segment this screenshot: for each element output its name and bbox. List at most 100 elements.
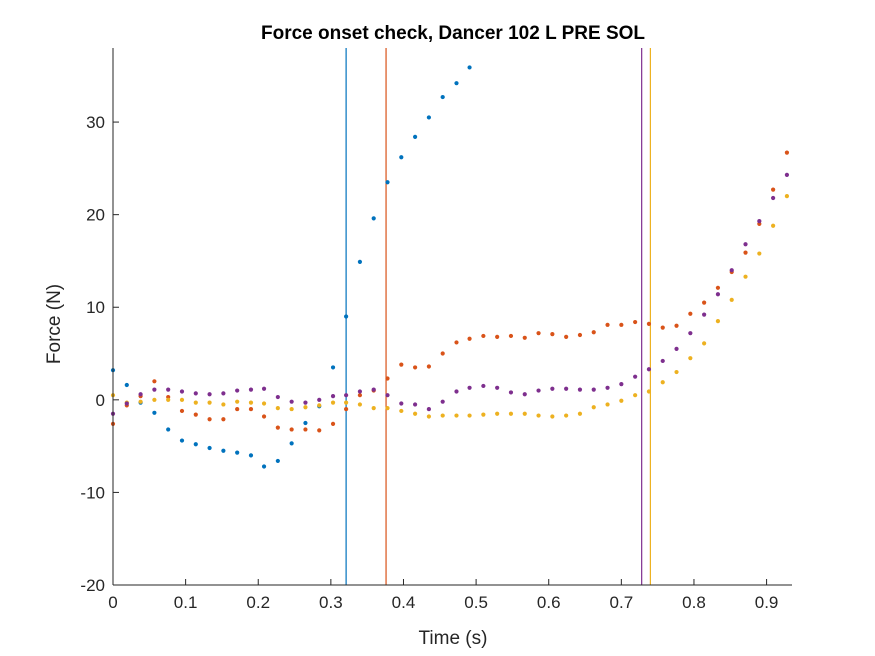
data-point bbox=[508, 333, 514, 339]
data-point bbox=[619, 398, 624, 403]
data-point bbox=[522, 411, 527, 416]
data-point bbox=[303, 400, 308, 405]
plot-area bbox=[110, 48, 790, 585]
data-point bbox=[248, 400, 254, 405]
series-markers bbox=[110, 194, 790, 419]
data-point bbox=[138, 392, 143, 397]
data-point bbox=[193, 412, 198, 417]
x-tick-label: 0.2 bbox=[246, 593, 270, 612]
data-point bbox=[674, 323, 679, 328]
data-point bbox=[179, 389, 185, 394]
data-point bbox=[743, 274, 748, 279]
data-point bbox=[261, 464, 267, 469]
x-tick-label: 0.3 bbox=[319, 593, 343, 612]
data-point bbox=[454, 81, 459, 86]
data-point bbox=[207, 417, 212, 422]
data-point bbox=[317, 397, 322, 402]
data-point bbox=[784, 194, 790, 199]
data-point bbox=[577, 387, 583, 392]
data-point bbox=[303, 427, 308, 432]
data-point bbox=[784, 172, 790, 177]
data-point bbox=[289, 406, 294, 412]
data-point bbox=[550, 414, 555, 419]
data-point bbox=[344, 393, 349, 398]
data-point bbox=[729, 297, 734, 302]
data-point bbox=[385, 406, 390, 411]
data-point bbox=[440, 399, 445, 404]
data-point bbox=[399, 401, 404, 406]
data-point bbox=[605, 322, 610, 327]
data-point bbox=[275, 406, 280, 411]
data-point bbox=[591, 330, 596, 335]
data-point bbox=[317, 428, 322, 433]
data-point bbox=[619, 381, 624, 387]
data-point bbox=[289, 427, 294, 432]
data-point bbox=[715, 319, 721, 324]
data-point bbox=[221, 448, 226, 453]
data-point bbox=[577, 411, 583, 416]
data-point bbox=[784, 150, 790, 155]
data-point bbox=[399, 362, 404, 367]
x-tick-label: 0.1 bbox=[174, 593, 198, 612]
data-point bbox=[757, 251, 762, 256]
data-point bbox=[152, 410, 157, 415]
data-point bbox=[577, 332, 583, 338]
data-point bbox=[413, 411, 418, 416]
data-point bbox=[413, 402, 418, 407]
data-point bbox=[660, 325, 665, 330]
series-markers bbox=[110, 150, 790, 433]
data-point bbox=[674, 369, 679, 375]
data-point bbox=[522, 335, 527, 340]
data-point bbox=[261, 414, 267, 419]
data-point bbox=[124, 382, 129, 388]
data-point bbox=[248, 387, 254, 392]
data-point bbox=[344, 314, 349, 319]
y-tick-label: 20 bbox=[86, 206, 105, 225]
data-point bbox=[261, 386, 267, 391]
data-point bbox=[235, 406, 240, 412]
data-point bbox=[344, 406, 349, 412]
data-point bbox=[385, 180, 390, 185]
y-tick-label: 10 bbox=[86, 298, 105, 317]
data-point bbox=[633, 319, 638, 325]
data-point bbox=[481, 383, 486, 389]
data-point bbox=[646, 389, 652, 394]
data-point bbox=[550, 386, 555, 391]
data-point bbox=[440, 413, 445, 418]
data-point bbox=[702, 341, 707, 346]
data-point bbox=[467, 413, 472, 418]
data-point bbox=[303, 405, 308, 410]
data-point bbox=[771, 195, 776, 201]
x-tick-label: 0.9 bbox=[755, 593, 779, 612]
data-point bbox=[399, 155, 404, 160]
data-point bbox=[605, 385, 610, 390]
data-point bbox=[771, 187, 776, 192]
data-point bbox=[454, 413, 459, 418]
x-axis-label: Time (s) bbox=[419, 628, 488, 649]
x-tick-label: 0.8 bbox=[682, 593, 706, 612]
data-point bbox=[357, 402, 363, 407]
data-point bbox=[702, 312, 707, 317]
data-point bbox=[399, 408, 404, 414]
data-point bbox=[275, 394, 280, 400]
data-point bbox=[124, 401, 129, 406]
onset-lines bbox=[345, 48, 651, 585]
data-point bbox=[702, 300, 707, 305]
data-point bbox=[235, 388, 240, 393]
data-point bbox=[413, 134, 418, 139]
data-point bbox=[166, 387, 171, 392]
data-point bbox=[317, 403, 322, 408]
data-point bbox=[440, 351, 445, 356]
data-point bbox=[330, 365, 336, 370]
data-point bbox=[235, 450, 240, 455]
data-point bbox=[440, 94, 445, 100]
data-point bbox=[371, 387, 376, 392]
data-point bbox=[605, 402, 610, 407]
data-point bbox=[467, 385, 472, 390]
data-point bbox=[193, 442, 198, 447]
data-point bbox=[152, 387, 157, 392]
data-point bbox=[633, 393, 638, 398]
data-point bbox=[591, 405, 596, 410]
data-point bbox=[743, 250, 748, 255]
data-point bbox=[646, 367, 652, 372]
